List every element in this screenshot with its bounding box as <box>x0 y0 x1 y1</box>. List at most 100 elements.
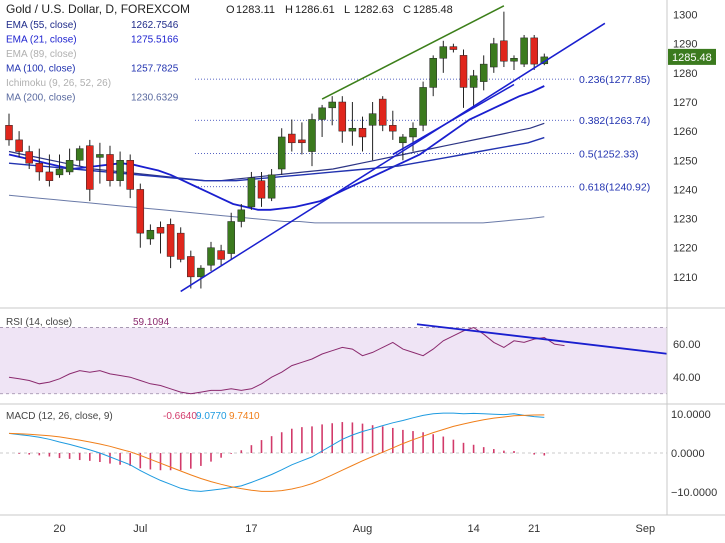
candle-body <box>86 145 94 190</box>
macd-value: -0.6640 <box>163 411 197 422</box>
last-price-tag <box>668 48 716 65</box>
candle-body <box>25 151 33 164</box>
macd-panel[interactable] <box>0 412 667 492</box>
candle-body <box>520 37 528 65</box>
legend-indicator-label: EMA (21, close) <box>6 35 77 46</box>
candle-body <box>176 232 185 260</box>
rsi-trendline <box>416 323 668 355</box>
candle-body <box>247 177 256 208</box>
candle-body <box>35 162 44 173</box>
candle-body <box>5 125 13 141</box>
x-tick-label: 21 <box>528 523 540 535</box>
legend-row-bg <box>3 61 79 75</box>
ohlc-value: 1283.11 <box>236 4 275 16</box>
ohlc-key: L <box>344 4 350 16</box>
candle-body <box>227 221 235 254</box>
candle-body <box>217 250 225 260</box>
moving-average-line <box>8 85 545 211</box>
candle-body <box>429 58 437 88</box>
legend-row-bg <box>3 18 79 31</box>
rsi-tick-label: 40.00 <box>673 372 701 384</box>
legend-indicator-label: MA (200, close) <box>6 93 75 104</box>
fib-level-label: 0.5(1252.33) <box>579 148 639 160</box>
candle-body <box>308 119 316 152</box>
y-tick-label: 1260 <box>673 126 697 138</box>
legend-row-bg <box>3 47 79 60</box>
legend-indicator-value: 1275.5166 <box>131 35 179 46</box>
candle-body <box>156 227 165 234</box>
rsi-band <box>0 327 667 394</box>
ohlc-value: 1282.63 <box>354 4 394 16</box>
candle-body <box>277 136 286 170</box>
candle-body <box>15 139 23 152</box>
moving-average-line <box>8 194 545 224</box>
legend-indicator-value: 1257.7825 <box>131 64 179 75</box>
rsi-panel[interactable] <box>0 323 668 395</box>
fib-level-label: 0.618(1240.92) <box>579 182 650 194</box>
candle-body <box>116 160 124 181</box>
rsi-title: RSI (14, close) <box>6 317 72 328</box>
y-tick-label: 1210 <box>673 272 697 284</box>
x-tick-label: Jul <box>133 523 147 535</box>
candle-body <box>419 87 427 126</box>
x-tick-label: Sep <box>636 523 656 535</box>
candle-body <box>389 125 397 132</box>
ohlc-value: 1286.61 <box>295 4 335 16</box>
rsi-tick-label: 60.00 <box>673 339 701 351</box>
candle-body <box>328 101 336 109</box>
candle-body <box>368 113 377 126</box>
candle-body <box>500 40 508 62</box>
legend-row-bg <box>3 76 79 89</box>
candle-body <box>45 171 54 181</box>
candle-body <box>126 160 134 190</box>
candle-body <box>106 154 114 181</box>
candle-body <box>439 46 448 59</box>
x-tick-label: 14 <box>467 523 479 535</box>
macd-tick-label: 10.0000 <box>671 409 711 421</box>
legend-indicator-label: EMA (55, close) <box>6 20 77 31</box>
legend-row-bg <box>3 90 79 104</box>
y-tick-label: 1240 <box>673 184 697 196</box>
y-tick-label: 1290 <box>673 39 697 51</box>
candle-body <box>540 56 549 65</box>
candle-body <box>318 107 326 120</box>
ohlc-value: 1285.48 <box>413 4 453 16</box>
macd-value: 9.7410 <box>229 411 260 422</box>
candle-body <box>338 101 347 132</box>
candle-body <box>267 174 276 199</box>
legend-indicator-label: MA (100, close) <box>6 64 75 75</box>
x-tick-label: 17 <box>245 523 257 535</box>
ohlc-readout: O 1283.11 H 1286.61 L 1282.63 C 1285.48 <box>226 4 453 16</box>
macd-title: MACD (12, 26, close, 9) <box>6 411 113 422</box>
candle-body <box>136 189 145 234</box>
signal-line <box>8 414 545 492</box>
candle-body <box>146 229 155 240</box>
candle-body <box>166 224 175 257</box>
trendline <box>180 22 606 293</box>
chart-symbol-title: Gold / U.S. Dollar, D, FOREXCOM <box>6 2 190 16</box>
last-price-label: 1285.48 <box>672 52 712 64</box>
moving-average-line <box>8 122 545 182</box>
candle-body <box>298 139 306 144</box>
x-tick-label: Aug <box>353 523 373 535</box>
candle-body <box>469 75 478 88</box>
candle-body <box>288 133 296 144</box>
candle-body <box>55 168 64 176</box>
candle-body <box>348 127 357 132</box>
candle-body <box>207 247 215 266</box>
moving-average-line <box>8 136 545 182</box>
y-tick-label: 1220 <box>673 243 697 255</box>
candle-body <box>197 267 205 278</box>
ohlc-key: C <box>403 4 411 16</box>
candle-body <box>459 55 468 88</box>
y-tick-label: 1250 <box>673 155 697 167</box>
candle-body <box>187 256 195 278</box>
price-panel[interactable]: 0.236(1277.85) 0.382(1263.74) 0.5(1252.33)… <box>5 5 651 293</box>
macd-tick-label: −10.0000 <box>671 487 717 499</box>
y-tick-label: 1230 <box>673 214 697 226</box>
candle-body <box>479 63 488 82</box>
candle-body <box>237 209 246 222</box>
trendline <box>321 5 505 100</box>
